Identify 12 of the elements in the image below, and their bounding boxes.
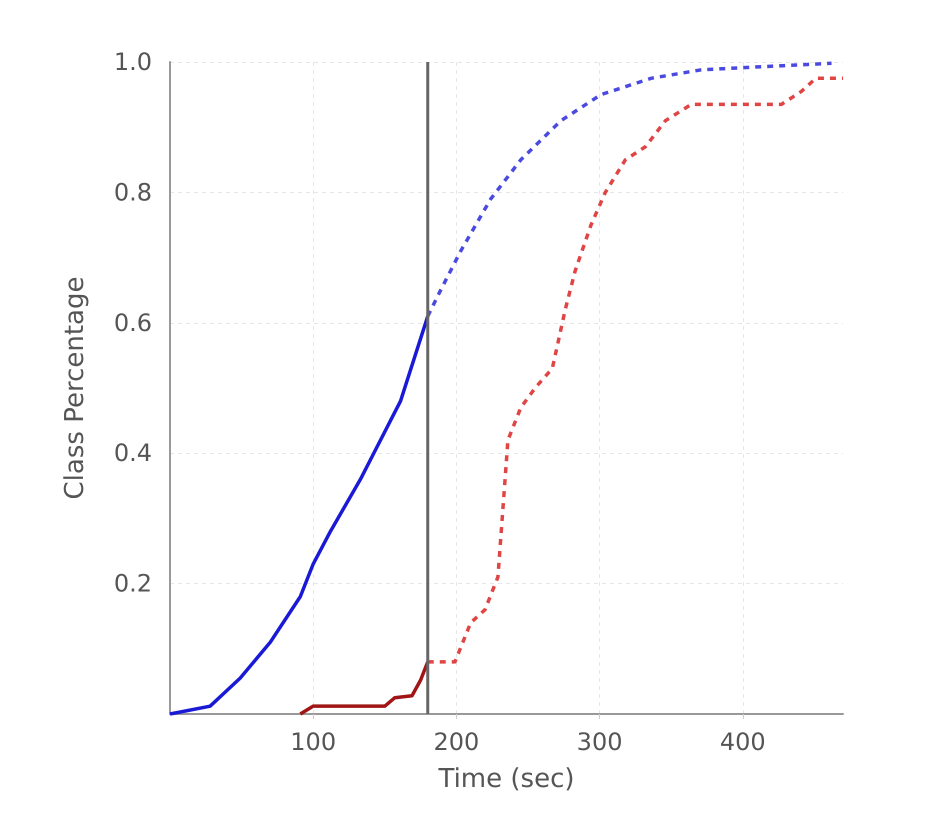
y-tick-label: 0.6 (114, 308, 152, 337)
x-tick-label: 100 (290, 728, 336, 756)
x-tick-label: 200 (433, 728, 480, 756)
x-axis-title: Time (sec) (437, 764, 575, 794)
line-series (168, 314, 430, 716)
x-tick-label: 400 (720, 728, 766, 756)
y-tick-label: 0.2 (114, 570, 152, 598)
y-tick-label: 0.4 (114, 439, 152, 468)
x-tick-label: 300 (576, 728, 622, 756)
y-tick-label: 0.8 (114, 178, 152, 206)
y-tick-label: 1.0 (114, 48, 152, 76)
y-axis-title: Class Percentage (60, 276, 90, 500)
